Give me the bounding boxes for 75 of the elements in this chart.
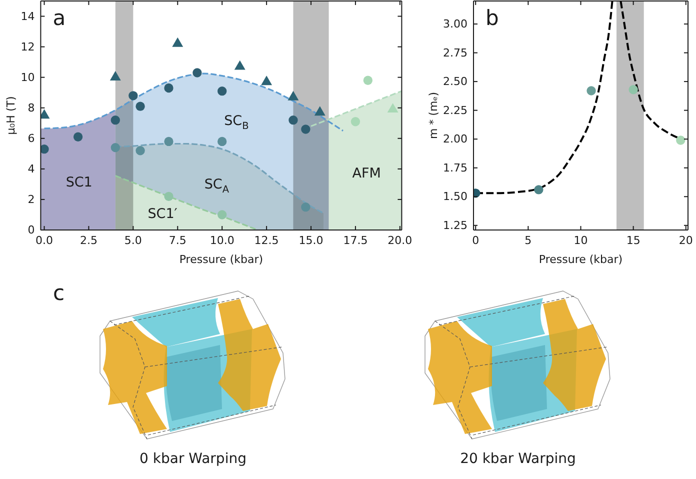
y-tick-label: 0 <box>28 224 35 237</box>
y-tick-label: 2.50 <box>443 75 468 88</box>
y-tick-label: 2 <box>28 192 35 206</box>
point <box>110 116 120 125</box>
text: 0 kbar Warping <box>140 451 246 467</box>
y-tick-label: 3.00 <box>443 18 468 31</box>
x-tick-label: 20 <box>678 234 693 247</box>
y-tick-label: 4 <box>28 162 35 176</box>
y-axis-title: μ₀H (T) <box>4 96 18 135</box>
x-tick-label: 20.0 <box>388 234 412 247</box>
point <box>218 136 227 146</box>
series-label: AFM <box>352 166 381 182</box>
point <box>110 142 120 152</box>
line-series <box>43 72 344 132</box>
series-label: SC$_{A}$ <box>204 176 230 196</box>
point <box>314 106 326 116</box>
point <box>534 185 544 194</box>
y-tick-label: 1.50 <box>443 190 468 204</box>
x-axis-title: Pressure (kbar) <box>538 253 623 266</box>
point <box>288 116 298 125</box>
x-tick-label: 5.0 <box>124 234 142 247</box>
y-tick-label: 1.75 <box>443 161 468 174</box>
point <box>586 86 596 96</box>
point <box>73 132 83 142</box>
x-tick-label: 5 <box>524 234 532 247</box>
point <box>164 192 174 201</box>
y-tick-label: 2.25 <box>443 104 468 117</box>
x-tick-label: 0.0 <box>36 234 54 247</box>
x-tick-label: 0 <box>472 234 480 247</box>
y-tick-label: 6 <box>28 132 35 145</box>
y-tick-label: 10 <box>20 70 35 84</box>
point <box>288 90 299 100</box>
point <box>234 60 246 70</box>
y-tick-label: 12 <box>20 40 35 54</box>
x-tick-label: 7.5 <box>168 234 186 247</box>
point <box>110 71 121 80</box>
x-axis-title: Pressure (kbar) <box>179 253 264 266</box>
point <box>40 144 49 154</box>
series-label: SC$_{B}$ <box>224 112 249 132</box>
chart-title: a <box>52 6 66 30</box>
y-axis-title: m * (mₑ) <box>427 92 440 140</box>
x-tick-label: 15 <box>626 234 640 247</box>
chart-title: b <box>486 6 499 30</box>
point <box>387 103 398 113</box>
point <box>261 76 272 86</box>
point <box>218 210 227 220</box>
x-tick-label: 15.0 <box>298 234 324 247</box>
y-tick-label: 2.75 <box>443 46 468 60</box>
point <box>301 124 310 134</box>
point <box>628 85 638 94</box>
point <box>350 117 360 126</box>
point <box>192 68 202 78</box>
text: 20 kbar Warping <box>460 451 576 467</box>
point <box>136 146 145 156</box>
y-tick-label: 1.25 <box>443 218 468 232</box>
text: c <box>53 281 65 305</box>
x-tick-label: 17.5 <box>343 234 368 247</box>
point <box>363 76 372 85</box>
point <box>136 102 145 111</box>
point <box>172 37 184 47</box>
point <box>218 86 227 96</box>
x-tick-label: 12.5 <box>254 234 279 247</box>
y-tick-label: 14 <box>20 10 35 23</box>
series-label: SC1′ <box>148 206 178 222</box>
x-tick-label: 2.5 <box>80 234 98 247</box>
point <box>676 136 686 145</box>
point <box>164 136 174 146</box>
x-tick-label: 10 <box>574 234 588 247</box>
y-tick-label: 2.00 <box>443 132 468 146</box>
y-tick-label: 8 <box>28 101 35 114</box>
point <box>301 202 310 212</box>
point <box>164 83 174 93</box>
series-label: SC1 <box>66 174 92 191</box>
x-tick-label: 10.0 <box>210 234 234 247</box>
point <box>128 91 138 100</box>
